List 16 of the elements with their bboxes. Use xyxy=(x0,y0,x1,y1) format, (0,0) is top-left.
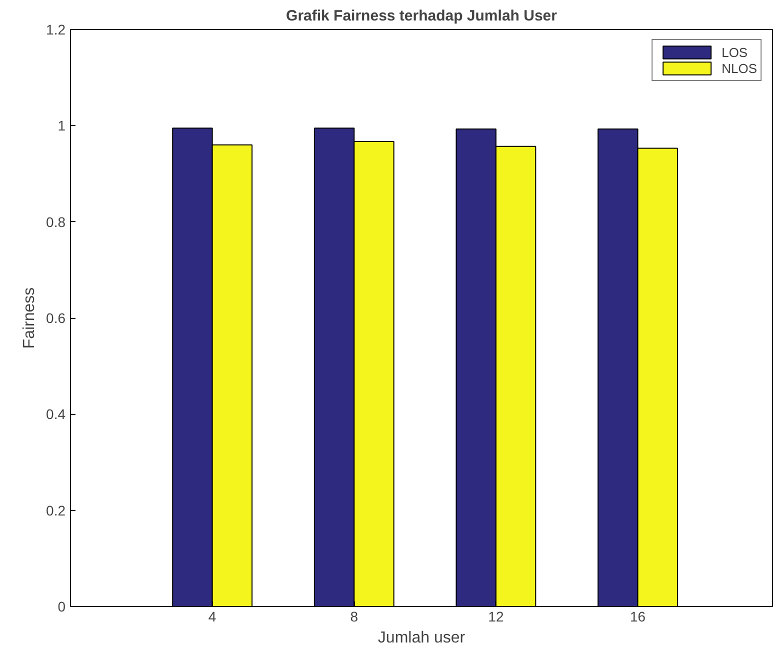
x-tick-label: 16 xyxy=(630,608,646,624)
y-tick-label: 0.6 xyxy=(46,310,66,326)
y-tick-label: 0.4 xyxy=(46,406,66,422)
y-tick-label: 0 xyxy=(58,598,66,614)
y-tick-label: 1.2 xyxy=(46,22,66,38)
x-tick-label: 8 xyxy=(350,608,358,624)
legend-label: NLOS xyxy=(722,60,757,76)
legend-label: LOS xyxy=(722,44,748,60)
y-axis-title: Fairness xyxy=(21,287,38,349)
x-axis-title: Jumlah user xyxy=(378,630,466,646)
chart-title: Grafik Fairness terhadap Jumlah User xyxy=(286,8,558,24)
y-tick-label: 1 xyxy=(58,118,66,134)
x-tick-label: 4 xyxy=(208,608,216,624)
y-tick-label: 0.2 xyxy=(46,502,66,518)
x-tick-label: 12 xyxy=(488,608,504,624)
y-tick-label: 0.8 xyxy=(46,214,66,230)
